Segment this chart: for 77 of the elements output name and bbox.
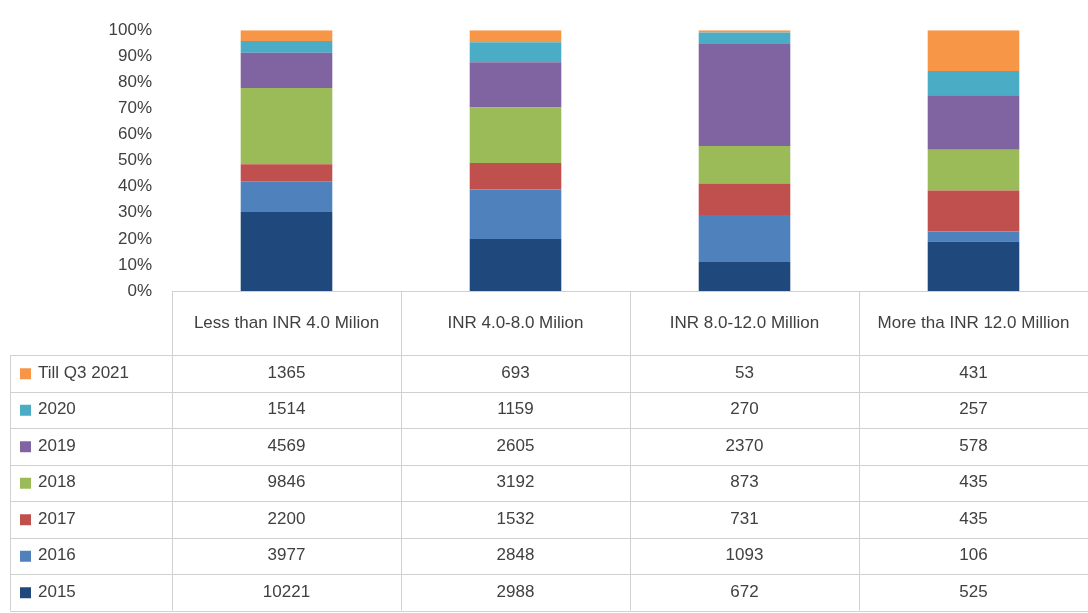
text: 53 bbox=[735, 362, 754, 382]
text: 578 bbox=[959, 435, 988, 455]
bar bbox=[469, 162, 562, 190]
text: 2988 bbox=[496, 581, 535, 601]
y-tick-label: 60% bbox=[117, 124, 152, 144]
y-tick-label: 20% bbox=[117, 228, 152, 248]
y-tick-label: 100% bbox=[108, 19, 152, 39]
bar bbox=[927, 30, 1020, 71]
text: 1514 bbox=[267, 399, 306, 419]
y-tick-label: 0% bbox=[127, 280, 152, 300]
text: 270 bbox=[730, 399, 759, 419]
y-tick-label: 70% bbox=[117, 98, 152, 118]
text: 435 bbox=[959, 508, 988, 528]
text: 4569 bbox=[267, 435, 306, 455]
legend-label: Till Q3 2021 bbox=[38, 362, 130, 382]
text: 1093 bbox=[725, 545, 764, 565]
bar bbox=[240, 52, 333, 89]
text: 435 bbox=[959, 472, 988, 492]
text: 9846 bbox=[267, 472, 306, 492]
y-tick-label: 80% bbox=[117, 72, 152, 92]
bar bbox=[927, 190, 1020, 232]
bar bbox=[469, 62, 562, 108]
text: 257 bbox=[959, 399, 988, 419]
bar bbox=[469, 107, 562, 163]
bar bbox=[698, 44, 791, 146]
bar bbox=[698, 183, 791, 216]
text: 731 bbox=[730, 508, 759, 528]
legend-label: 2016 bbox=[38, 545, 76, 565]
legend-label: 2018 bbox=[38, 472, 76, 492]
text: 693 bbox=[501, 362, 530, 382]
y-tick-label: 40% bbox=[117, 176, 152, 196]
bar bbox=[698, 215, 791, 263]
x-tick-label: INR 4.0-8.0 Milion bbox=[447, 312, 584, 332]
y-tick-label: 50% bbox=[117, 150, 152, 170]
text: 2605 bbox=[496, 435, 535, 455]
text: 1532 bbox=[496, 508, 535, 528]
bar bbox=[469, 239, 562, 291]
bar bbox=[240, 164, 333, 182]
bar bbox=[240, 88, 333, 165]
text: 3192 bbox=[496, 472, 535, 492]
bar bbox=[927, 231, 1020, 242]
legend-label: 2017 bbox=[38, 508, 76, 528]
bar bbox=[698, 146, 791, 184]
text: 2370 bbox=[725, 435, 764, 455]
text: 1365 bbox=[267, 362, 306, 382]
x-tick-label: INR 8.0-12.0 Million bbox=[669, 312, 820, 332]
text: 106 bbox=[959, 545, 988, 565]
text: 2848 bbox=[496, 545, 535, 565]
legend-label: 2015 bbox=[38, 581, 76, 601]
bar bbox=[469, 42, 562, 63]
bar bbox=[240, 40, 333, 53]
bar bbox=[240, 211, 333, 291]
bar bbox=[698, 32, 791, 45]
bar bbox=[240, 30, 333, 41]
bar bbox=[927, 95, 1020, 150]
text: 3977 bbox=[267, 545, 306, 565]
x-tick-label: Less than INR 4.0 Milion bbox=[193, 312, 380, 332]
text: 10221 bbox=[262, 581, 311, 601]
bar bbox=[698, 262, 791, 291]
bar bbox=[927, 70, 1020, 96]
text: 873 bbox=[730, 472, 759, 492]
bar bbox=[927, 241, 1020, 291]
bar bbox=[240, 181, 333, 212]
text: 1159 bbox=[497, 399, 534, 419]
legend-label: 2020 bbox=[38, 399, 76, 419]
legend-label: 2019 bbox=[38, 435, 76, 455]
bar bbox=[469, 189, 562, 240]
y-tick-label: 30% bbox=[117, 202, 152, 222]
text: 525 bbox=[959, 581, 988, 601]
text: 672 bbox=[730, 581, 759, 601]
bar bbox=[469, 30, 562, 43]
bar bbox=[927, 149, 1020, 191]
x-tick-label: More tha INR 12.0 Million bbox=[877, 312, 1070, 332]
text: 431 bbox=[959, 362, 988, 382]
text: 2200 bbox=[267, 508, 306, 528]
y-tick-label: 90% bbox=[117, 45, 152, 65]
y-tick-label: 10% bbox=[117, 254, 152, 274]
